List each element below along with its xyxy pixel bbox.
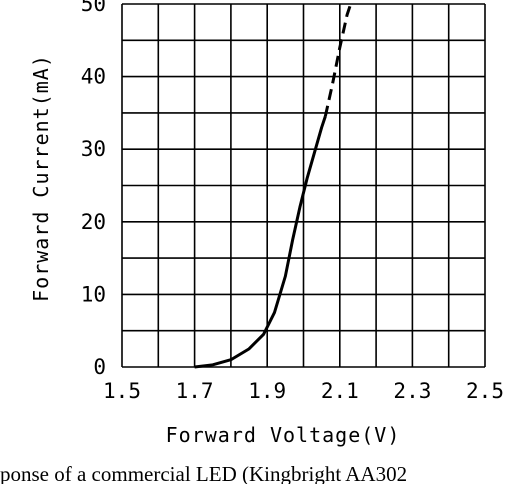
grid-lines [121, 3, 486, 368]
y-tick-label: 30 [81, 137, 106, 161]
x-axis-label: Forward Voltage(V) [166, 423, 401, 447]
y-tick-label: 10 [81, 282, 106, 306]
figure-caption: ponse of a commercial LED (Kingbright AA… [0, 462, 407, 484]
y-tick-labels: 0 10 20 30 40 50 [81, 0, 106, 379]
x-tick-label: 2.5 [466, 379, 504, 403]
curve-group [194, 3, 353, 369]
x-tick-label: 1.5 [103, 379, 141, 403]
measured-curve [194, 116, 327, 369]
extrapolated-curve [323, 3, 353, 117]
x-tick-label: 2.3 [393, 379, 431, 403]
x-tick-labels: 1.5 1.7 1.9 2.1 2.3 2.5 [103, 379, 504, 403]
y-tick-label: 20 [81, 210, 106, 234]
x-tick-label: 1.7 [176, 379, 214, 403]
y-tick-label: 50 [81, 0, 106, 16]
y-axis-label: Forward Current(mA) [29, 54, 53, 302]
y-tick-label: 0 [93, 355, 106, 379]
y-tick-label: 40 [81, 65, 106, 89]
x-tick-label: 2.1 [321, 379, 359, 403]
x-tick-label: 1.9 [248, 379, 286, 403]
